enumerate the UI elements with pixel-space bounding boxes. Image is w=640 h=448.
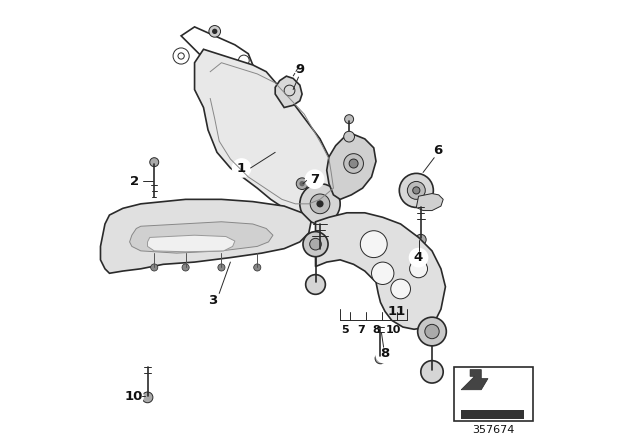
Circle shape (182, 264, 189, 271)
Circle shape (344, 131, 355, 142)
Circle shape (408, 181, 425, 199)
Circle shape (296, 178, 308, 190)
Polygon shape (316, 213, 445, 329)
Circle shape (415, 234, 426, 245)
Circle shape (310, 238, 321, 250)
Text: 5: 5 (341, 325, 349, 335)
Text: 9: 9 (296, 63, 305, 76)
Polygon shape (148, 235, 235, 252)
Circle shape (305, 169, 324, 189)
Circle shape (306, 275, 325, 294)
Text: 10: 10 (125, 390, 143, 403)
Circle shape (253, 264, 261, 271)
Circle shape (375, 353, 386, 364)
Text: 10: 10 (385, 325, 401, 335)
Text: 4: 4 (414, 251, 423, 264)
Text: 357674: 357674 (472, 425, 515, 435)
Circle shape (300, 184, 340, 224)
Circle shape (150, 264, 158, 271)
Circle shape (360, 231, 387, 258)
Circle shape (421, 361, 444, 383)
Circle shape (344, 115, 354, 124)
Polygon shape (275, 76, 302, 108)
Circle shape (142, 392, 153, 403)
Polygon shape (100, 199, 311, 273)
Circle shape (232, 158, 252, 178)
Circle shape (375, 344, 395, 364)
Text: 7: 7 (357, 325, 365, 335)
Polygon shape (417, 194, 443, 211)
Polygon shape (195, 49, 340, 213)
Circle shape (428, 140, 447, 160)
Circle shape (425, 324, 439, 339)
Circle shape (203, 290, 222, 310)
Circle shape (291, 60, 310, 79)
Polygon shape (461, 370, 488, 390)
Circle shape (413, 187, 420, 194)
Polygon shape (327, 134, 376, 199)
Circle shape (418, 317, 446, 346)
Circle shape (300, 181, 305, 186)
Circle shape (410, 260, 428, 278)
Circle shape (303, 232, 328, 257)
Text: 8: 8 (380, 347, 390, 361)
Circle shape (218, 264, 225, 271)
Circle shape (344, 154, 364, 173)
Circle shape (150, 158, 159, 167)
Bar (454, 367, 533, 421)
Circle shape (212, 29, 218, 34)
Text: 3: 3 (208, 293, 217, 307)
Circle shape (310, 194, 330, 214)
Polygon shape (130, 222, 273, 253)
Text: 8: 8 (372, 325, 380, 335)
Circle shape (349, 159, 358, 168)
Circle shape (209, 26, 221, 37)
Text: 1: 1 (237, 161, 246, 175)
Circle shape (391, 279, 410, 299)
Circle shape (124, 172, 144, 191)
Circle shape (372, 262, 394, 284)
Circle shape (399, 173, 433, 207)
Circle shape (124, 387, 144, 406)
Text: 2: 2 (129, 175, 139, 188)
Text: 7: 7 (310, 172, 319, 186)
Text: 11: 11 (388, 305, 406, 318)
Text: 6: 6 (433, 143, 442, 157)
Circle shape (409, 248, 428, 267)
Circle shape (316, 200, 324, 207)
Bar (461, 410, 524, 419)
